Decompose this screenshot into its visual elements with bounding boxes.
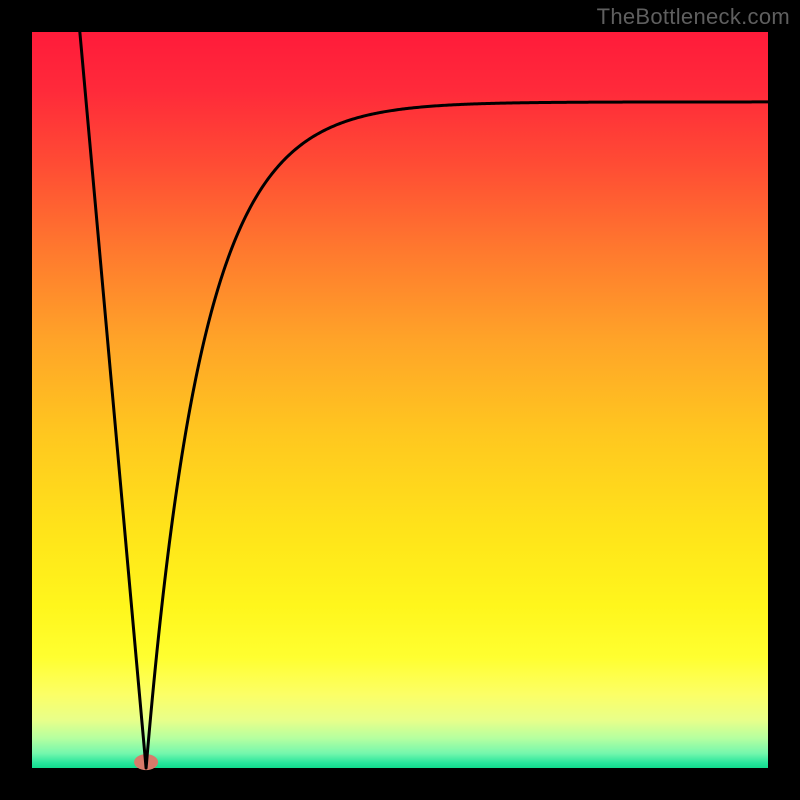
chart-plot-bg [32, 32, 768, 768]
bottleneck-chart: TheBottleneck.com [0, 0, 800, 800]
chart-svg [0, 0, 800, 800]
watermark-text: TheBottleneck.com [597, 4, 790, 30]
